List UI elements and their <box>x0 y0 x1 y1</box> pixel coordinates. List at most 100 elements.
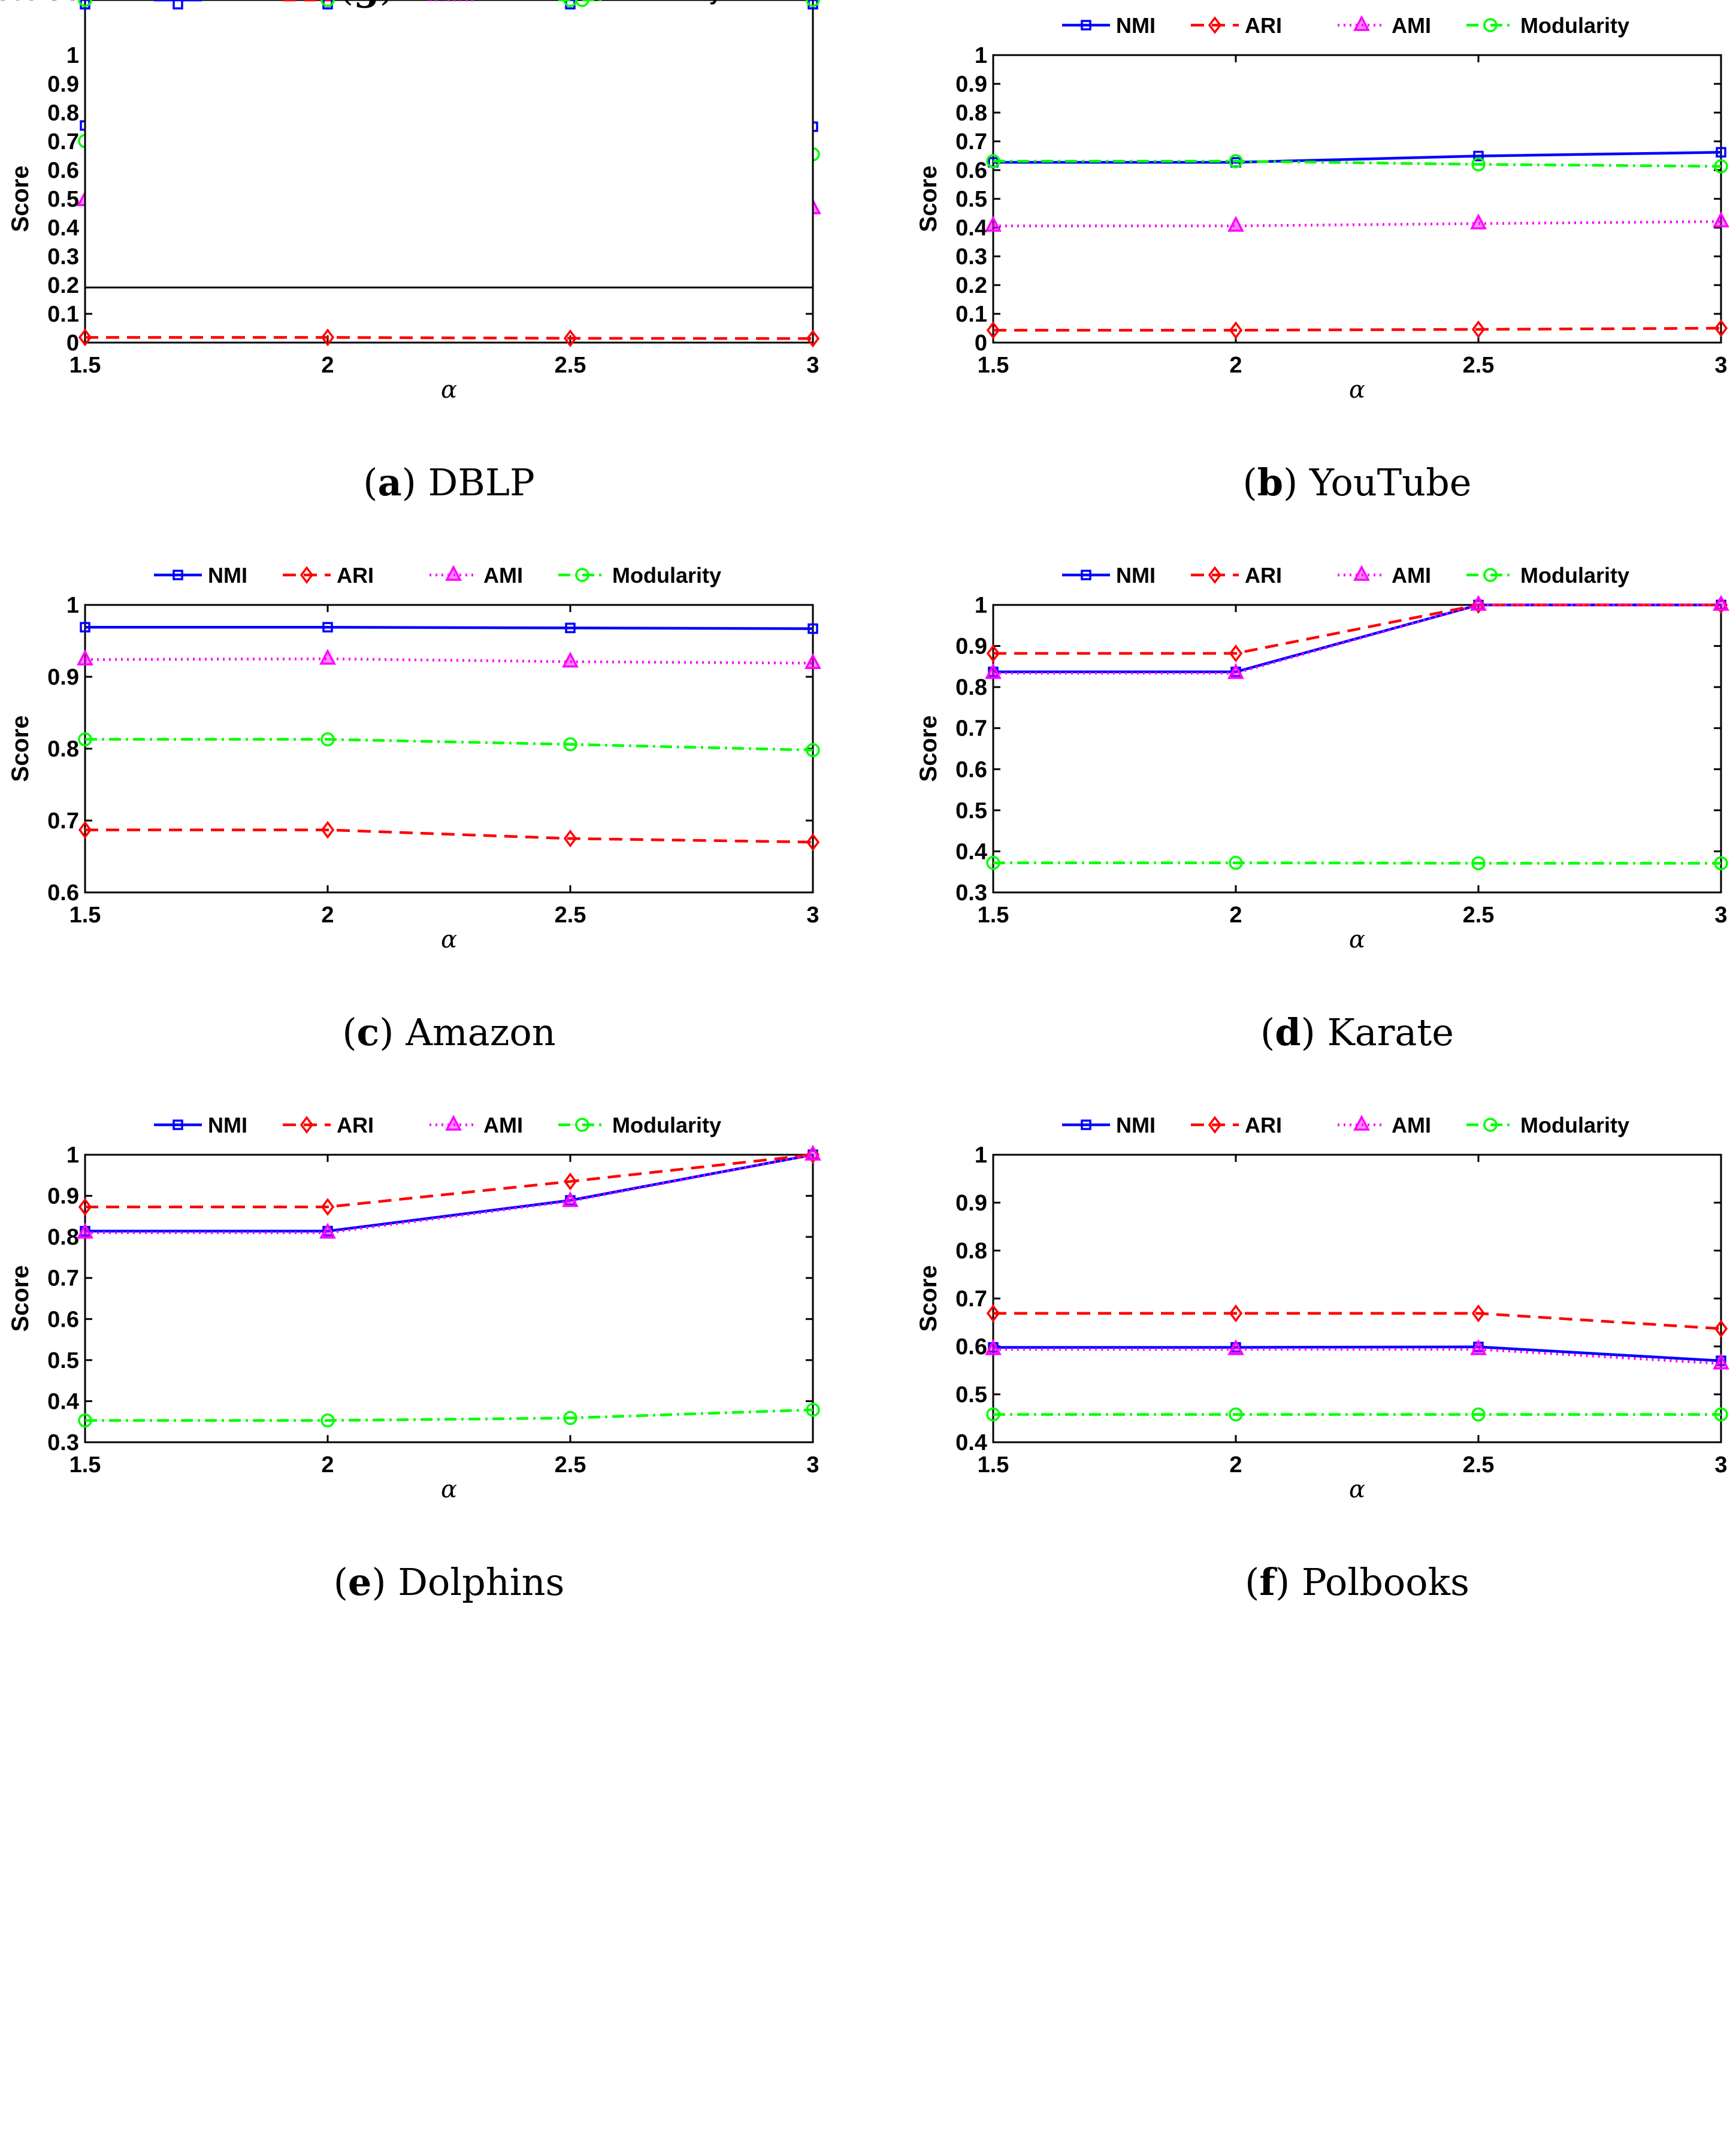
series-line-ami <box>993 220 1722 228</box>
y-tick-label: 0.9 <box>955 634 987 659</box>
legend-label-modularity: Modularity <box>1520 1113 1629 1137</box>
y-tick-label: 0.3 <box>47 1430 79 1455</box>
legend-marker-ari <box>1208 566 1222 584</box>
legend-marker-modularity <box>1483 568 1498 582</box>
legend-marker-nmi <box>1081 20 1091 31</box>
x-tick-label: 2.5 <box>1463 903 1495 928</box>
legend-marker-modularity <box>575 0 589 7</box>
legend-label-modularity: Modularity <box>1520 563 1629 588</box>
data-point-modularity <box>563 0 577 7</box>
data-point-nmi <box>80 622 90 632</box>
y-tick-label: 1 <box>66 0 79 5</box>
legend-marker-ari <box>1208 16 1222 34</box>
data-point-modularity <box>1471 157 1486 172</box>
y-tick-label: 0.8 <box>47 1225 79 1250</box>
series-line-ami <box>84 657 813 665</box>
data-point-modularity <box>986 1407 1000 1422</box>
legend-label-modularity: Modularity <box>1520 13 1629 38</box>
series-line-ari <box>993 1312 1722 1330</box>
legend-label-nmi: NMI <box>208 1113 247 1137</box>
data-point-nmi <box>565 622 576 634</box>
x-tick-label: 2.5 <box>1463 353 1495 378</box>
caption-title: YouTube <box>1309 461 1471 504</box>
x-tick-label: 2 <box>1229 903 1242 928</box>
caption-paren-close: ) <box>380 0 406 9</box>
data-point-modularity <box>1471 856 1486 871</box>
y-axis-label: Score <box>915 715 942 782</box>
y-tick-label: 0.5 <box>47 1348 79 1373</box>
y-tick-label: 0.4 <box>47 216 79 241</box>
data-point-ari <box>1471 1304 1486 1322</box>
legend-marker-ari <box>300 566 314 584</box>
y-tick-label: 0.5 <box>47 0 79 5</box>
y-tick-label: 0.4 <box>47 1389 79 1414</box>
y-tick-label: 0 <box>66 331 79 356</box>
panel-caption: (e) Dolphins <box>334 1560 565 1604</box>
chart-panel-g: 0.50.60.70.80.911.522.53αScoreNMIARIAMIM… <box>0 0 820 289</box>
legend-label-modularity: Modularity <box>612 0 721 5</box>
x-tick-label: 2 <box>321 353 334 378</box>
caption-panel-label: f <box>1259 1560 1277 1604</box>
x-tick-label: 2 <box>1229 353 1242 378</box>
x-tick-label: 1.5 <box>69 1452 101 1478</box>
x-tick-label: 3 <box>806 0 819 5</box>
y-tick-label: 0.4 <box>955 839 987 864</box>
panel-caption: (f) Polbooks <box>1245 1560 1469 1604</box>
plot-area <box>992 54 1722 344</box>
data-point-ami <box>1713 1354 1729 1370</box>
data-point-ari <box>78 1198 92 1216</box>
series-line-nmi <box>993 1345 1722 1363</box>
data-point-ari <box>563 329 577 347</box>
legend-label-ami: AMI <box>1392 563 1431 588</box>
legend-marker-nmi <box>173 570 183 580</box>
x-tick-label: 2.5 <box>555 1452 586 1478</box>
y-tick-label: 1 <box>66 1143 79 1168</box>
data-point-ami <box>1470 213 1487 230</box>
legend-label-ari: ARI <box>1245 563 1282 588</box>
y-tick-label: 0.6 <box>955 158 987 183</box>
data-point-nmi <box>1473 150 1484 162</box>
x-tick-label: 3 <box>806 903 819 928</box>
y-tick-label: 1 <box>66 593 79 618</box>
data-point-ari <box>320 821 335 839</box>
plot-area <box>84 1154 814 1443</box>
y-axis-label: Score <box>7 165 34 232</box>
data-point-modularity <box>806 1403 820 1417</box>
y-tick-label: 0.8 <box>47 101 79 126</box>
series-line-modularity <box>993 159 1722 168</box>
data-point-ami <box>985 663 1002 679</box>
y-tick-label: 0.9 <box>955 1191 987 1216</box>
chart-panel-b: 0 0.1 0.2 0.3 0.4 0.5 0.6 0.7 0.8 0.9 1 1.5 2 2.5 3 α Sc… <box>915 13 1729 504</box>
caption-title: Polbooks <box>1302 1560 1469 1604</box>
x-axis-label: α <box>1349 926 1365 954</box>
series-line-modularity <box>993 861 1721 865</box>
data-point-modularity <box>1229 154 1243 168</box>
caption-paren-open: ( <box>1243 461 1257 504</box>
data-point-modularity <box>1714 1407 1728 1422</box>
x-tick-label: 3 <box>806 1452 819 1478</box>
y-tick-label: 0.2 <box>955 273 987 298</box>
y-tick-label: 0.7 <box>47 0 79 5</box>
chart-panel-c: 0.6 0.7 0.8 0.9 1 1.5 2 2.5 3 α Score NMI ARI AMI Modu… <box>7 563 821 1054</box>
y-tick-label: 0.3 <box>955 880 987 906</box>
legend-marker-modularity <box>1483 18 1498 32</box>
caption-paren-close: ) <box>1301 1010 1327 1054</box>
x-axis-label: α <box>441 926 457 954</box>
y-tick-label: 0.7 <box>47 1266 79 1291</box>
series-line-nmi <box>85 1153 813 1233</box>
caption-paren-close: ) <box>371 1560 398 1604</box>
y-tick-label: 0.6 <box>47 1307 79 1332</box>
y-tick-label: 0.9 <box>47 665 79 690</box>
caption-paren-close: ) <box>1283 461 1309 504</box>
legend-marker-ari <box>300 1116 314 1134</box>
data-point-ari <box>1471 320 1486 338</box>
y-tick-label: 0.8 <box>955 675 987 700</box>
y-axis-label: Score <box>915 1265 942 1331</box>
legend-marker-ami <box>1353 1115 1370 1131</box>
x-tick-label: 3 <box>806 353 819 378</box>
data-point-ari <box>320 1198 335 1216</box>
legend-marker-nmi <box>173 0 183 10</box>
y-tick-label: 0.8 <box>955 1239 987 1264</box>
x-tick-label: 3 <box>1714 1452 1727 1478</box>
